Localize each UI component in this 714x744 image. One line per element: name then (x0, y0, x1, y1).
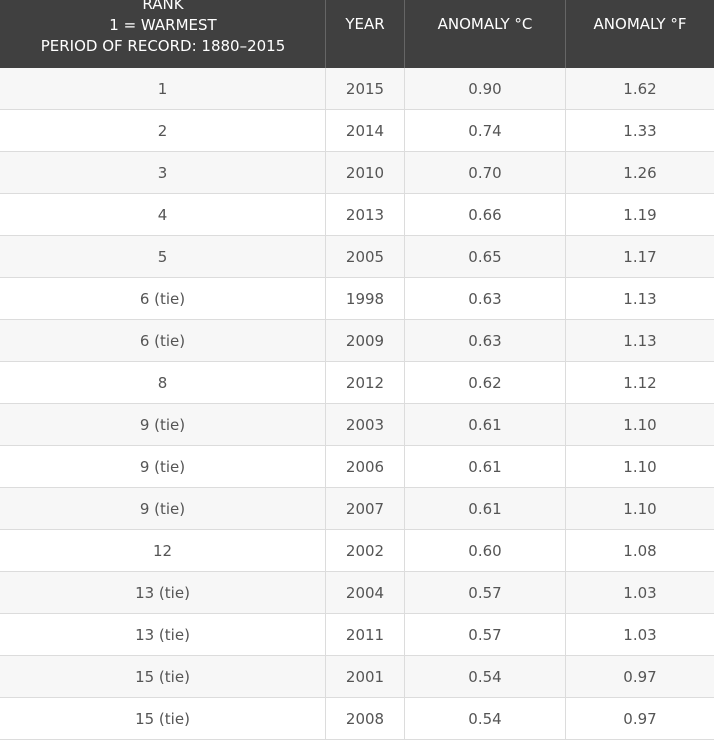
table-cell: 6 (tie) (0, 278, 326, 320)
header-line: 1 = WARMEST (109, 16, 217, 34)
table-cell: 6 (tie) (0, 320, 326, 362)
table-cell: 1.12 (566, 362, 714, 404)
table-cell: 2003 (326, 404, 405, 446)
table-cell: 2012 (326, 362, 405, 404)
header-cell: ANOMALY °F (566, 0, 714, 68)
table-cell: 0.97 (566, 656, 714, 698)
header-line: PERIOD OF RECORD: 1880–2015 (40, 37, 286, 55)
table-cell: 9 (tie) (0, 404, 326, 446)
table-cell: 2 (0, 110, 326, 152)
table-cell: 8 (0, 362, 326, 404)
table-cell: 2002 (326, 530, 405, 572)
rank-header: RANK 1 = WARMEST PERIOD OF RECORD: 1880–20… (0, 0, 326, 57)
table-cell: 2007 (326, 488, 405, 530)
table-cell: 1.10 (566, 446, 714, 488)
table-cell: 9 (tie) (0, 488, 326, 530)
header-cell: ANOMALY °C (405, 0, 566, 68)
table-cell: 1.08 (566, 530, 714, 572)
table-cell: 1998 (326, 278, 405, 320)
table-cell: 0.74 (405, 110, 566, 152)
table-cell: 0.57 (405, 614, 566, 656)
table-cell: 1.10 (566, 488, 714, 530)
table-cell: 2013 (326, 194, 405, 236)
table-cell: 2008 (326, 698, 405, 740)
table-cell: 12 (0, 530, 326, 572)
table-cell: 13 (tie) (0, 614, 326, 656)
table-cell: 0.61 (405, 488, 566, 530)
table-cell: 0.62 (405, 362, 566, 404)
table-cell: 9 (tie) (0, 446, 326, 488)
table-cell: 2006 (326, 446, 405, 488)
table-cell: 0.66 (405, 194, 566, 236)
table-cell: 2005 (326, 236, 405, 278)
table-cell: 1.13 (566, 278, 714, 320)
table-cell: 3 (0, 152, 326, 194)
table-cell: 1.10 (566, 404, 714, 446)
table-cell: 0.60 (405, 530, 566, 572)
table-cell: 0.70 (405, 152, 566, 194)
header-line: RANK (142, 0, 184, 13)
table-cell: 13 (tie) (0, 572, 326, 614)
table-cell: 2004 (326, 572, 405, 614)
header-cell (0, 0, 326, 68)
table-cell: 2015 (326, 68, 405, 110)
table-cell: 0.65 (405, 236, 566, 278)
table-cell: 1.03 (566, 572, 714, 614)
table-cell: 0.63 (405, 320, 566, 362)
table-cell: 1.33 (566, 110, 714, 152)
table-cell: 1.62 (566, 68, 714, 110)
table-cell: 1 (0, 68, 326, 110)
table-cell: 1.17 (566, 236, 714, 278)
table-cell: 0.54 (405, 656, 566, 698)
table-cell: 0.57 (405, 572, 566, 614)
table-cell: 2011 (326, 614, 405, 656)
table-cell: 2010 (326, 152, 405, 194)
table-cell: 1.26 (566, 152, 714, 194)
table-cell: 15 (tie) (0, 656, 326, 698)
table-cell: 0.97 (566, 698, 714, 740)
table-cell: 1.13 (566, 320, 714, 362)
header-cell: YEAR (326, 0, 405, 68)
table-cell: 5 (0, 236, 326, 278)
table-cell: 2014 (326, 110, 405, 152)
table-cell: 0.54 (405, 698, 566, 740)
table-cell: 0.61 (405, 404, 566, 446)
table-cell: 0.61 (405, 446, 566, 488)
table-cell: 0.90 (405, 68, 566, 110)
table-cell: 1.19 (566, 194, 714, 236)
table-cell: 15 (tie) (0, 698, 326, 740)
table-cell: 0.63 (405, 278, 566, 320)
table-cell: 1.03 (566, 614, 714, 656)
table-cell: 2001 (326, 656, 405, 698)
table-cell: 4 (0, 194, 326, 236)
table-cell: 2009 (326, 320, 405, 362)
